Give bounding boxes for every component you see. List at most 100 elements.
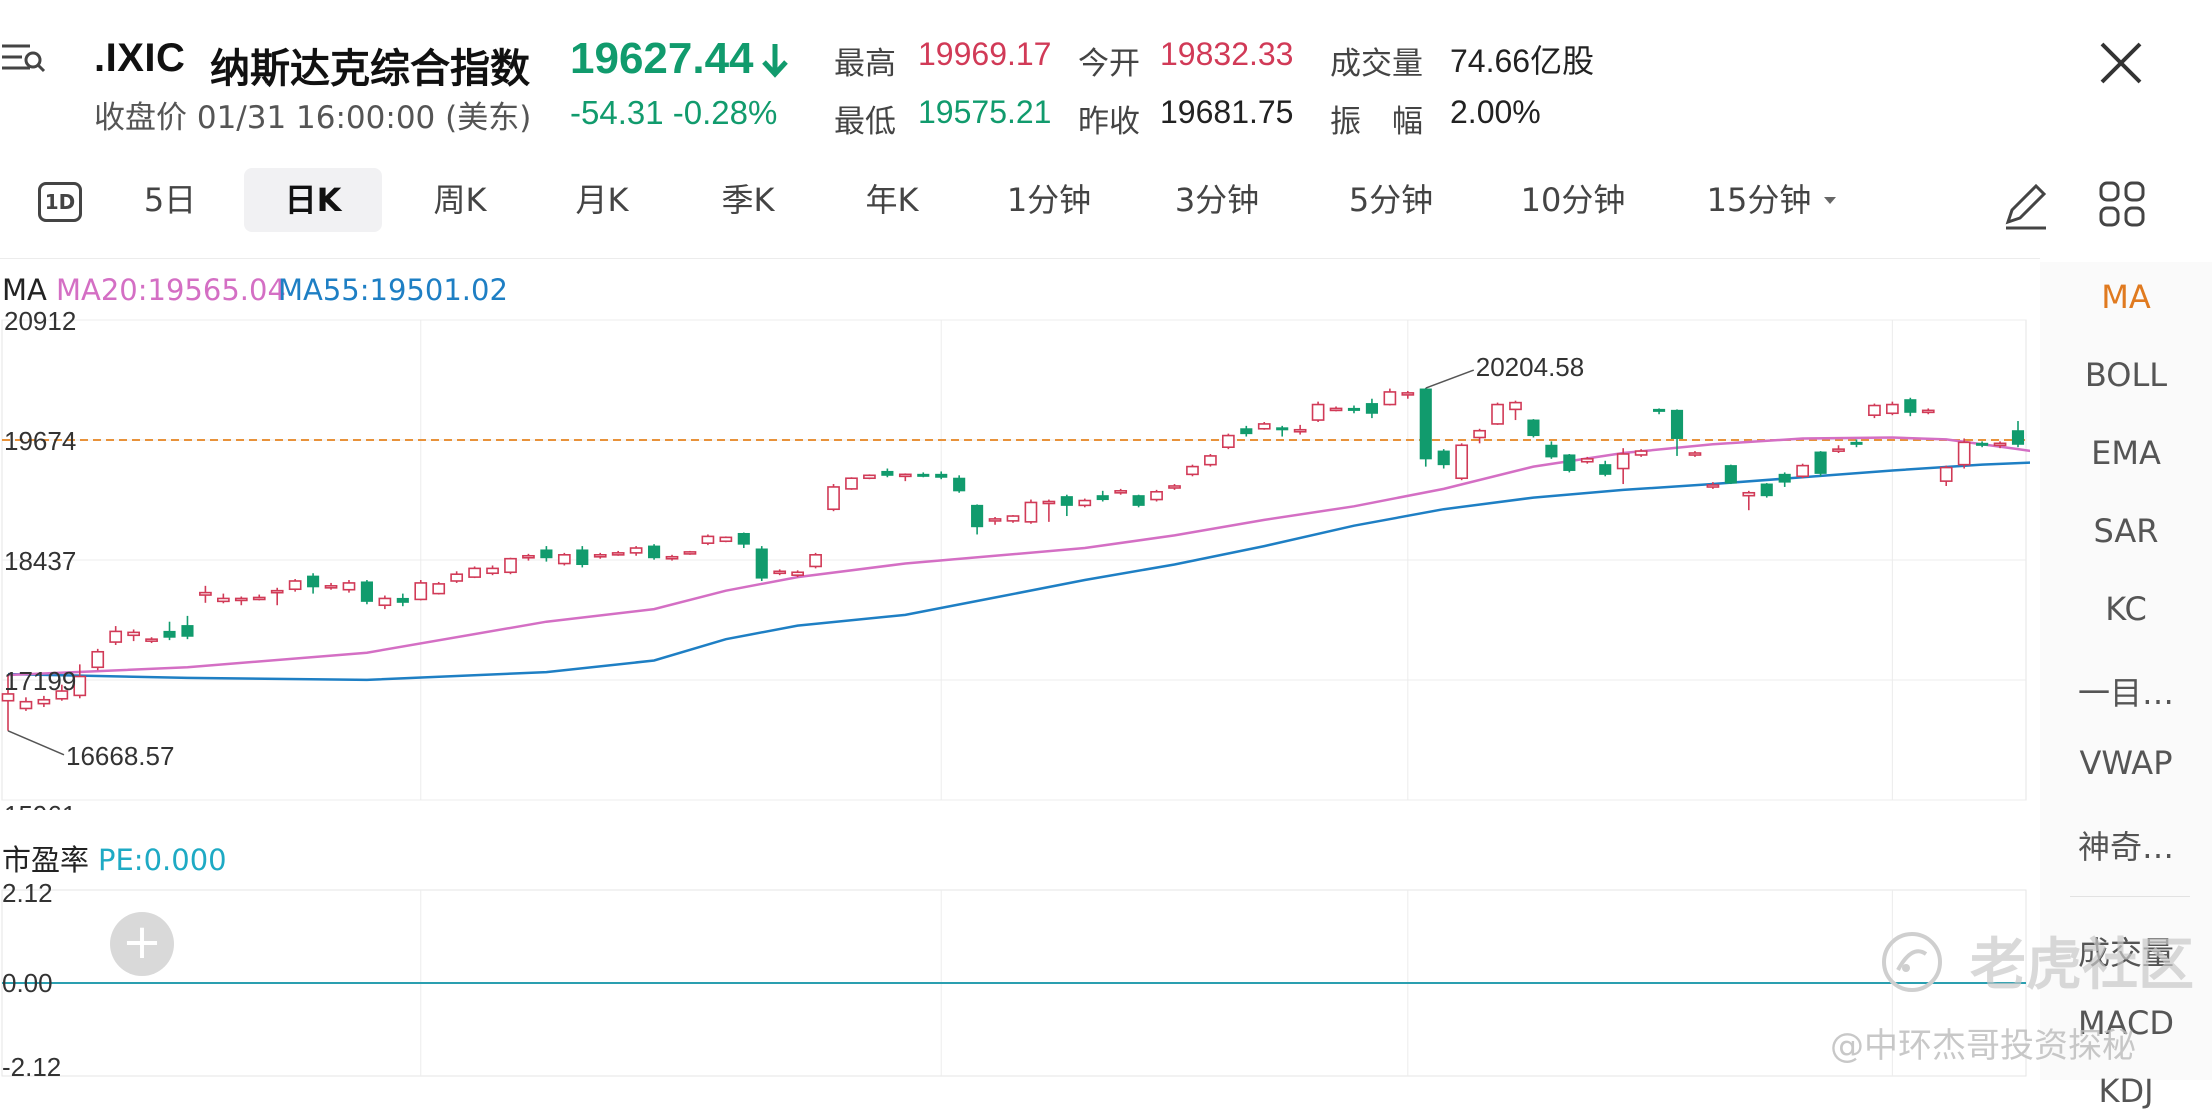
candle — [1939, 465, 1953, 486]
candle — [773, 569, 787, 576]
ma55-legend: MA55:19501.02 — [278, 273, 508, 307]
candle — [1365, 398, 1378, 419]
candle — [863, 474, 876, 480]
candle — [1168, 484, 1181, 490]
indicator-item[interactable]: KC — [2105, 590, 2147, 628]
candle — [1993, 441, 2007, 449]
candle — [1976, 441, 1989, 448]
y-tick-label: 19674 — [4, 426, 76, 456]
candle — [1204, 453, 1217, 467]
candlestick-chart[interactable]: MA MA20:19565.04 MA55:19501.02 20912 1967… — [0, 270, 2030, 810]
stat-label: 振 幅 — [1330, 104, 1423, 140]
grid — [1, 319, 2027, 801]
candle — [414, 580, 428, 601]
candle — [881, 468, 894, 478]
candle — [665, 554, 679, 561]
candle — [1850, 439, 1863, 448]
candle — [145, 637, 158, 644]
pe-axis-mid: 0.00 — [2, 968, 53, 998]
candle — [629, 546, 643, 556]
candle — [791, 570, 805, 578]
candle — [1670, 409, 1684, 456]
tab-item[interactable]: 月K — [575, 181, 629, 219]
candle — [1221, 433, 1235, 450]
tab-item[interactable]: 5分钟 — [1348, 181, 1434, 219]
candle — [1634, 449, 1648, 457]
tab-item[interactable]: 15分钟 — [1706, 181, 1812, 219]
candle — [845, 477, 858, 490]
tab-item[interactable]: 季K — [721, 181, 775, 219]
tab-item[interactable]: 5日 — [143, 181, 197, 219]
indicator-item[interactable]: EMA — [2091, 434, 2161, 472]
candle — [199, 585, 212, 603]
candle — [1706, 482, 1720, 489]
candle — [1563, 453, 1576, 473]
candle — [270, 587, 284, 606]
ma20-polyline — [7, 436, 2030, 677]
tab-item[interactable]: 1分钟 — [1006, 181, 1092, 219]
pencil-icon[interactable] — [1998, 176, 2054, 236]
candle — [540, 546, 553, 562]
indicator-item[interactable]: 一目… — [2077, 674, 2174, 712]
candle — [1653, 408, 1666, 415]
candle — [827, 484, 840, 512]
dropdown-caret-icon[interactable] — [1820, 190, 1840, 210]
candle — [252, 594, 266, 601]
candle — [1904, 397, 1917, 417]
pe-legend-prefix: 市盈率 — [2, 843, 89, 877]
candle — [216, 593, 230, 604]
tab-item[interactable]: 周K — [433, 181, 487, 219]
stat-value: 19969.17 — [918, 36, 1052, 72]
candle — [1257, 421, 1271, 430]
stat-value: 19681.75 — [1160, 94, 1294, 130]
candle — [1580, 456, 1594, 464]
candle — [1778, 472, 1791, 487]
ma55-line — [7, 461, 2030, 682]
indicator-item[interactable]: 成交量 — [2077, 934, 2174, 972]
ma55-polyline — [7, 461, 2030, 682]
tab-item[interactable]: 10分钟 — [1520, 181, 1626, 219]
candle — [181, 615, 194, 640]
candle — [1616, 448, 1630, 485]
candle — [1832, 445, 1845, 454]
candle — [1006, 515, 1020, 523]
candle — [1401, 390, 1415, 399]
grid-icon[interactable] — [2098, 180, 2146, 228]
one-day-icon[interactable]: 1D — [38, 182, 82, 222]
candle — [432, 581, 446, 595]
indicator-item[interactable]: SAR — [2093, 512, 2159, 550]
candle — [1760, 483, 1773, 498]
menu-icon[interactable] — [0, 38, 46, 78]
candle — [1078, 498, 1092, 508]
x-tick-label: 2025/01 — [1845, 808, 1939, 810]
pe-axis-top: 2.12 — [2, 878, 53, 908]
tab-item[interactable]: 日K — [244, 168, 382, 232]
arrow-down-icon — [762, 44, 788, 78]
high-annotation: 20204.58 — [1476, 352, 1584, 382]
indicator-item[interactable]: KDJ — [2098, 1072, 2154, 1110]
indicator-item[interactable]: VWAP — [2079, 744, 2173, 782]
tab-item[interactable]: 3分钟 — [1174, 181, 1260, 219]
price-change: -54.31 -0.28% — [570, 94, 778, 131]
candle — [1742, 490, 1756, 511]
indicator-item[interactable]: 神奇… — [2077, 828, 2174, 866]
candle — [576, 546, 589, 568]
candle — [898, 473, 912, 482]
candle — [1114, 488, 1128, 495]
indicator-item[interactable]: MA — [2101, 278, 2151, 316]
stat-label: 最高 — [834, 46, 896, 82]
pe-chart: 市盈率 PE:0.000 2.12 0.00 -2.12 — [1, 843, 2027, 1080]
y-tick-label: 18437 — [4, 546, 76, 576]
indicator-item[interactable]: BOLL — [2084, 356, 2168, 394]
candle — [396, 593, 409, 607]
candle — [2011, 421, 2025, 448]
candle — [504, 557, 517, 575]
ma20-line — [7, 436, 2030, 677]
candle — [683, 550, 697, 555]
indicator-item[interactable]: MACD — [2078, 1004, 2174, 1042]
tab-item[interactable]: 年K — [865, 181, 919, 219]
candle — [1437, 449, 1450, 469]
add-indicator-button[interactable]: + — [110, 912, 174, 976]
close-icon[interactable] — [2096, 38, 2146, 88]
close-time-label: 收盘价 01/31 16:00:00 (美东) — [94, 100, 532, 136]
